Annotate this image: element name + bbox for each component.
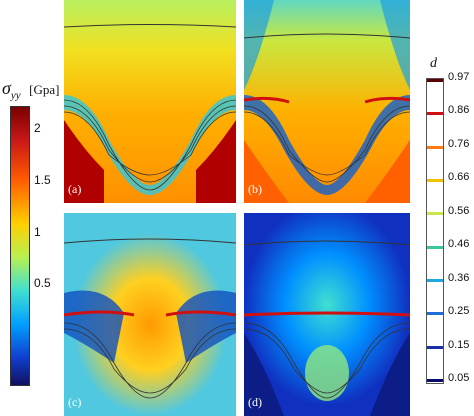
panel-b-field — [244, 0, 410, 203]
damage-tick-0-25: 0.25 — [448, 305, 470, 317]
damage-tick-0-46: 0.46 — [448, 238, 470, 250]
stress-tick-1: 1 — [34, 225, 41, 239]
damage-legend-swatch — [427, 346, 443, 349]
stress-tick-2: 2 — [34, 121, 41, 135]
damage-tick-0-66: 0.66 — [448, 171, 470, 183]
stress-subscript: yy — [10, 89, 21, 102]
damage-tick-0-97: 0.97 — [448, 71, 470, 83]
damage-tick-0-36: 0.36 — [448, 272, 470, 284]
damage-legend-swatch — [427, 146, 443, 149]
damage-legend-swatch — [427, 379, 443, 382]
damage-tick-0-05: 0.05 — [448, 372, 470, 384]
panel-d-field — [244, 213, 410, 416]
stress-colorbar — [10, 106, 30, 386]
damage-legend-swatch — [427, 212, 443, 215]
damage-legend-swatch — [427, 112, 443, 115]
damage-legend-swatch — [427, 279, 443, 282]
damage-legend-swatch — [427, 79, 443, 82]
panel-a-field — [64, 0, 236, 203]
damage-tick-0-56: 0.56 — [448, 205, 470, 217]
panel-d-label: (d) — [248, 395, 262, 409]
damage-legend-swatch — [427, 312, 443, 315]
damage-tick-0-86: 0.86 — [448, 104, 470, 116]
panel-b: (b) — [244, 0, 410, 203]
damage-legend-frame — [426, 78, 444, 384]
stress-colorbar-title: σyy [Gpa] — [2, 78, 59, 102]
panel-c-label: (c) — [68, 395, 82, 409]
damage-legend-swatch — [427, 246, 443, 249]
panel-d: (d) — [244, 213, 410, 416]
panel-a: (a) — [64, 0, 236, 203]
damage-tick-0-15: 0.15 — [448, 339, 470, 351]
stress-symbol: σ — [2, 78, 11, 98]
damage-legend-swatch — [427, 179, 443, 182]
panel-a-label: (a) — [68, 182, 82, 196]
damage-legend-title: d — [430, 56, 437, 71]
damage-tick-0-76: 0.76 — [448, 138, 470, 150]
stress-unit: [Gpa] — [29, 82, 60, 97]
panel-b-label: (b) — [248, 182, 262, 196]
stress-tick-0-5: 0.5 — [34, 276, 51, 290]
stress-tick-1-5: 1.5 — [34, 173, 51, 187]
panel-c-field — [64, 213, 236, 416]
panel-c: (c) — [64, 213, 236, 416]
